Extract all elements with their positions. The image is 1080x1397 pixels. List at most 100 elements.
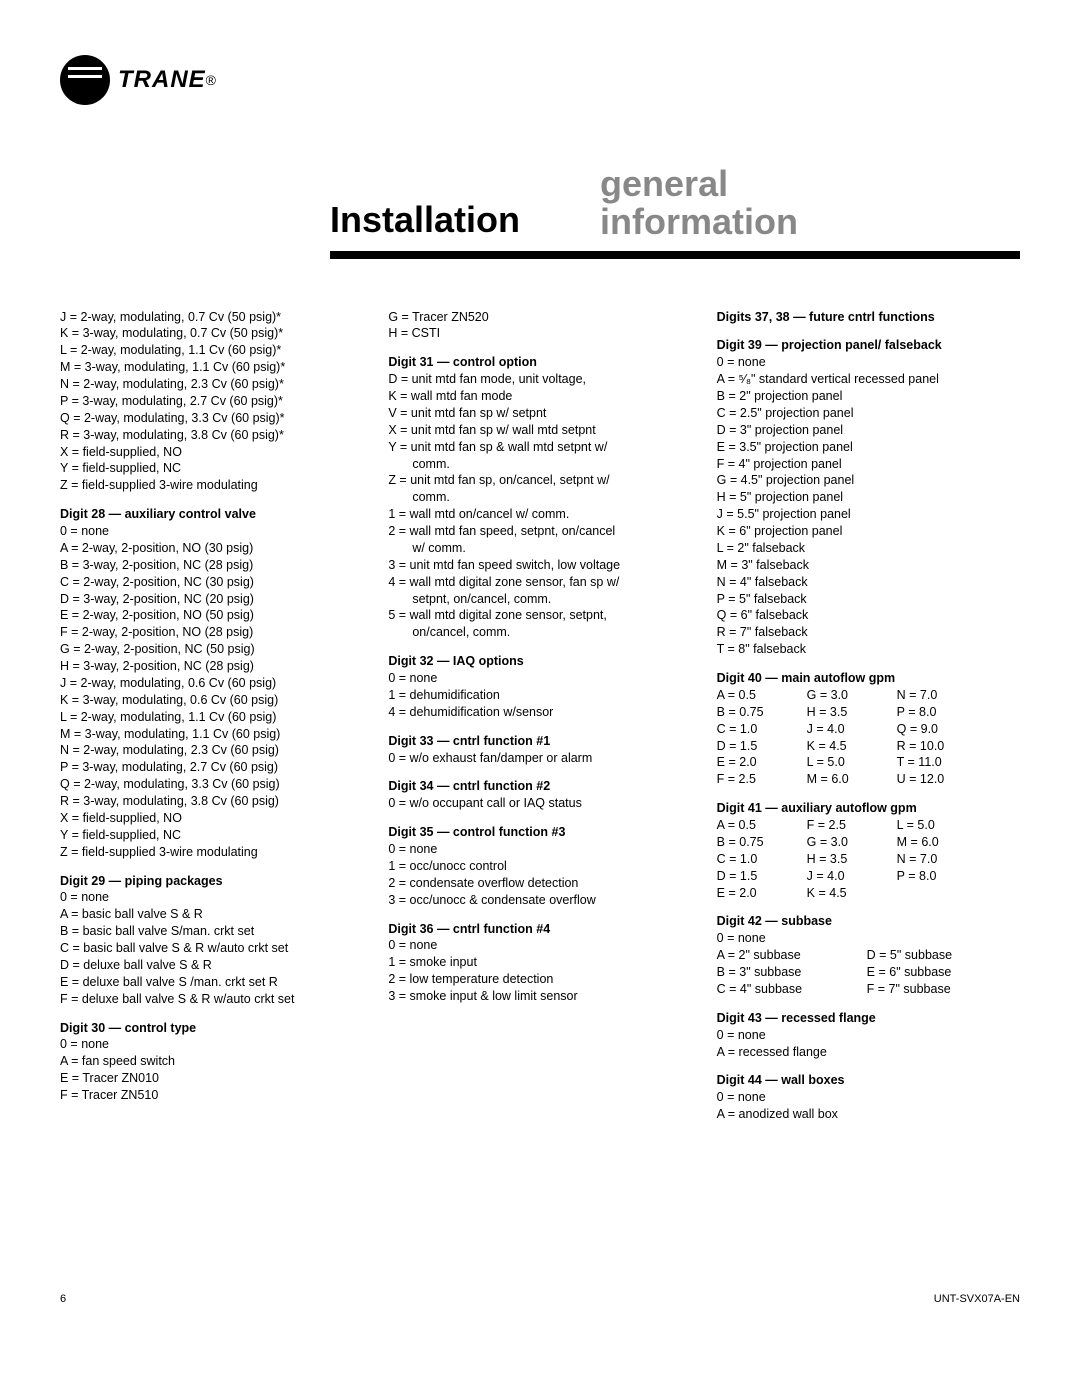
text-line: 3 = occ/unocc & condensate overflow — [388, 892, 691, 909]
grid-cell: A = 0.5 — [717, 817, 807, 834]
text-line: 0 = none — [717, 354, 1020, 371]
col1-intro: J = 2-way, modulating, 0.7 Cv (50 psig)*… — [60, 309, 363, 495]
digit-36-lines: 0 = none1 = smoke input2 = low temperatu… — [388, 937, 691, 1005]
text-line: 0 = none — [388, 841, 691, 858]
logo-text: TRANE — [118, 66, 206, 94]
logo-row: TRANE ® — [60, 55, 1020, 105]
grid-cell: F = 2.5 — [717, 771, 807, 788]
text-line: K = wall mtd fan mode — [388, 388, 691, 405]
text-line: 1 = wall mtd on/cancel w/ comm. — [388, 506, 691, 523]
digit-43-lines: 0 = noneA = recessed flange — [717, 1027, 1020, 1061]
text-line: H = 3-way, 2-position, NC (28 psig) — [60, 658, 363, 675]
title-line2: information — [600, 203, 798, 241]
page-number: 6 — [60, 1293, 66, 1305]
grid-cell: K = 4.5 — [807, 738, 897, 755]
grid-cell: J = 4.0 — [807, 868, 897, 885]
digit-31-lines-b: Z = unit mtd fan sp, on/cancel, setpnt w… — [388, 472, 691, 489]
text-line: K = 3-way, modulating, 0.7 Cv (50 psig)* — [60, 325, 363, 342]
text-line: K = 6" projection panel — [717, 523, 1020, 540]
grid-cell: H = 3.5 — [807, 851, 897, 868]
text-line: L = 2" falseback — [717, 540, 1020, 557]
text-line: 4 = wall mtd digital zone sensor, fan sp… — [388, 574, 691, 591]
grid-cell: R = 10.0 — [897, 738, 987, 755]
digit-31-lines-e: 5 = wall mtd digital zone sensor, setpnt… — [388, 607, 691, 624]
footer: 6 UNT-SVX07A-EN — [60, 1293, 1020, 1305]
text-line: 0 = none — [60, 889, 363, 906]
grid-cell: D = 1.5 — [717, 868, 807, 885]
text-line: Z = unit mtd fan sp, on/cancel, setpnt w… — [388, 472, 691, 489]
text-line: B = 2" projection panel — [717, 388, 1020, 405]
digit-33-lines: 0 = w/o exhaust fan/damper or alarm — [388, 750, 691, 767]
title-rule — [330, 251, 1020, 259]
text-line: 0 = none — [717, 1089, 1020, 1106]
digit-41-title: Digit 41 — auxiliary autoflow gpm — [717, 800, 1020, 817]
text-line: D = unit mtd fan mode, unit voltage, — [388, 371, 691, 388]
text-line: M = 3" falseback — [717, 557, 1020, 574]
grid-cell: L = 5.0 — [897, 817, 987, 834]
grid-cell: L = 5.0 — [807, 754, 897, 771]
text-line: Y = field-supplied, NC — [60, 460, 363, 477]
title-line1: general — [600, 165, 798, 203]
grid-cell: D = 1.5 — [717, 738, 807, 755]
text-line: N = 4" falseback — [717, 574, 1020, 591]
grid-cell: K = 4.5 — [807, 885, 897, 902]
column-3: Digits 37, 38 — future cntrl functions D… — [717, 309, 1020, 1124]
text-line: Q = 2-way, modulating, 3.3 Cv (60 psig)* — [60, 410, 363, 427]
text-line: G = 2-way, 2-position, NC (50 psig) — [60, 641, 363, 658]
title-installation: Installation — [330, 199, 520, 241]
text-line: K = 3-way, modulating, 0.6 Cv (60 psig) — [60, 692, 363, 709]
text-line: M = 3-way, modulating, 1.1 Cv (60 psig)* — [60, 359, 363, 376]
text-line: 1 = dehumidification — [388, 687, 691, 704]
grid-row: B = 0.75H = 3.5P = 8.0 — [717, 704, 1020, 721]
text-line: J = 2-way, modulating, 0.6 Cv (60 psig) — [60, 675, 363, 692]
grid-cell: B = 0.75 — [717, 704, 807, 721]
grid-cell: P = 8.0 — [897, 704, 987, 721]
digit-32-lines: 0 = none1 = dehumidification4 = dehumidi… — [388, 670, 691, 721]
text-line: R = 3-way, modulating, 3.8 Cv (60 psig) — [60, 793, 363, 810]
text-line: Z = field-supplied 3-wire modulating — [60, 844, 363, 861]
text-line: G = Tracer ZN520 — [388, 309, 691, 326]
text-line: G = 4.5" projection panel — [717, 472, 1020, 489]
digit-44-lines: 0 = noneA = anodized wall box — [717, 1089, 1020, 1123]
logo-globe-icon — [60, 55, 110, 105]
grid-cell: B = 0.75 — [717, 834, 807, 851]
text-line: Z = field-supplied 3-wire modulating — [60, 477, 363, 494]
page: TRANE ® Installation general information… — [0, 0, 1080, 1335]
column-2: G = Tracer ZN520H = CSTI Digit 31 — cont… — [388, 309, 691, 1124]
text-line: E = Tracer ZN010 — [60, 1070, 363, 1087]
digit-43-title: Digit 43 — recessed flange — [717, 1010, 1020, 1027]
text-line: 3 = smoke input & low limit sensor — [388, 988, 691, 1005]
text-line: F = Tracer ZN510 — [60, 1087, 363, 1104]
grid-cell: F = 2.5 — [807, 817, 897, 834]
digit-32-title: Digit 32 — IAQ options — [388, 653, 691, 670]
title-general-information: general information — [600, 165, 798, 241]
text-line: 0 = none — [717, 1027, 1020, 1044]
grid-cell: H = 3.5 — [807, 704, 897, 721]
digits-37-38-title: Digits 37, 38 — future cntrl functions — [717, 309, 1020, 326]
grid-row: C = 1.0J = 4.0Q = 9.0 — [717, 721, 1020, 738]
grid-cell: Q = 9.0 — [897, 721, 987, 738]
text-line: B = basic ball valve S/man. crkt set — [60, 923, 363, 940]
digit-31-indent-d: setpnt, on/cancel, comm. — [388, 591, 691, 608]
text-line: A = recessed flange — [717, 1044, 1020, 1061]
text-line: D = 3" projection panel — [717, 422, 1020, 439]
text-line: B = 3-way, 2-position, NC (28 psig) — [60, 557, 363, 574]
text-line: 0 = none — [60, 1036, 363, 1053]
text-line: L = 2-way, modulating, 1.1 Cv (60 psig)* — [60, 342, 363, 359]
grid-cell: P = 8.0 — [897, 868, 987, 885]
text-line: T = 8" falseback — [717, 641, 1020, 658]
text-line: A = ⁵⁄₈" standard vertical recessed pane… — [717, 371, 1020, 388]
digit-34-lines: 0 = w/o occupant call or IAQ status — [388, 795, 691, 812]
grid-cell: M = 6.0 — [897, 834, 987, 851]
grid-cell: T = 11.0 — [897, 754, 987, 771]
text-line: F = deluxe ball valve S & R w/auto crkt … — [60, 991, 363, 1008]
digit-42-none: 0 = none — [717, 930, 1020, 947]
grid-row: D = 1.5J = 4.0P = 8.0 — [717, 868, 1020, 885]
digit-31-indent-e: on/cancel, comm. — [388, 624, 691, 641]
text-line: N = 2-way, modulating, 2.3 Cv (60 psig)* — [60, 376, 363, 393]
grid-row: B = 3" subbaseE = 6" subbase — [717, 964, 1020, 981]
grid-cell: M = 6.0 — [807, 771, 897, 788]
columns: J = 2-way, modulating, 0.7 Cv (50 psig)*… — [60, 309, 1020, 1124]
grid-row: A = 0.5G = 3.0N = 7.0 — [717, 687, 1020, 704]
grid-cell: A = 2" subbase — [717, 947, 867, 964]
